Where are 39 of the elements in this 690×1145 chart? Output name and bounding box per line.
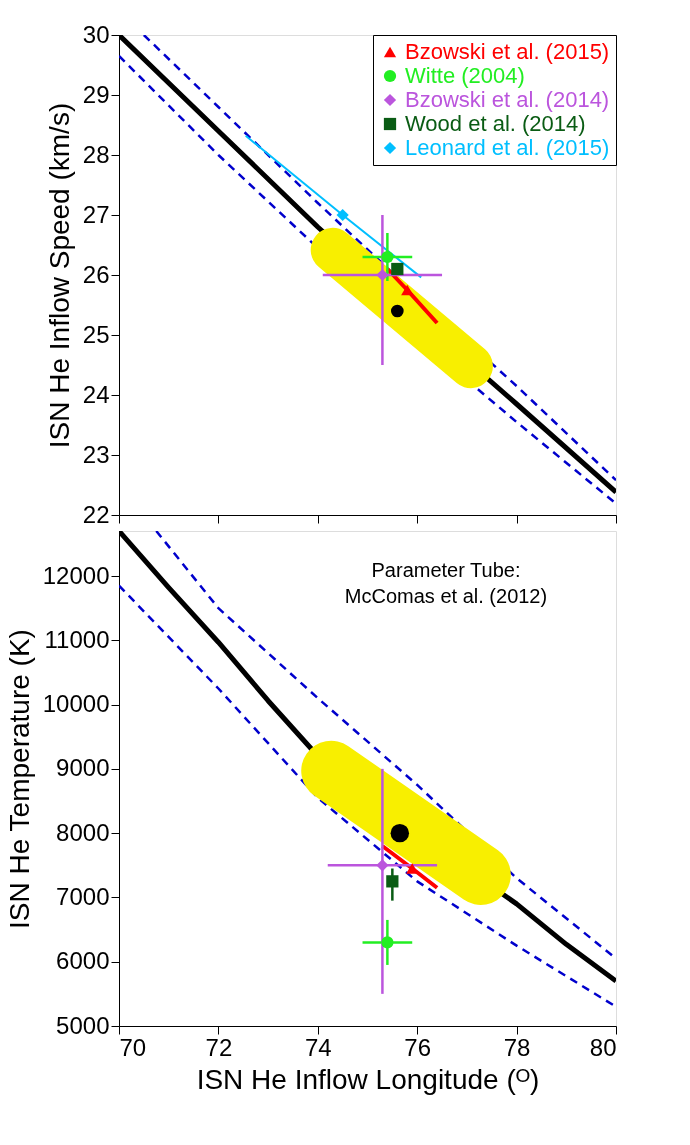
x-tick-label: 78 bbox=[503, 1033, 531, 1061]
point bbox=[391, 304, 404, 318]
y-tick-label: 25 bbox=[82, 320, 110, 348]
x-tick-label: 74 bbox=[304, 1033, 332, 1061]
legend-label: Bzowski et al. (2014) bbox=[405, 87, 610, 112]
point bbox=[376, 268, 389, 282]
legend-label: Bzowski et al. (2015) bbox=[405, 39, 610, 64]
y-axis-title: ISN He Inflow Speed (km/s) bbox=[43, 102, 75, 449]
y-tick-label: 5000 bbox=[56, 1011, 110, 1039]
y-tick-label: 7000 bbox=[56, 882, 110, 910]
y-tick-label: 27 bbox=[82, 200, 110, 228]
y-tick-label: 8000 bbox=[56, 818, 110, 846]
y-axis-title: ISN He Temperature (K) bbox=[3, 629, 35, 929]
point bbox=[401, 284, 414, 296]
x-tick-label: 72 bbox=[205, 1033, 233, 1061]
y-tick-label: 29 bbox=[82, 80, 110, 108]
y-tick-label: 6000 bbox=[56, 947, 110, 975]
x-tick-label: 70 bbox=[119, 1033, 147, 1061]
annotation: Parameter Tube: McComas et al. (2012) bbox=[344, 559, 548, 607]
y-tick-label: 23 bbox=[82, 440, 110, 468]
y-tick-label: 22 bbox=[82, 500, 110, 528]
y-tick-label: 9000 bbox=[56, 754, 110, 782]
legend-label: Witte (2004) bbox=[405, 63, 525, 88]
point bbox=[391, 262, 404, 276]
y-tick-label: 24 bbox=[82, 380, 110, 408]
x-axis-title: ISN He Inflow Longitude (ᴼ) bbox=[196, 1063, 540, 1095]
y-tick-label: 28 bbox=[82, 140, 110, 168]
line-series bbox=[119, 584, 616, 1008]
y-tick-label: 10000 bbox=[42, 690, 110, 718]
point bbox=[336, 208, 349, 222]
legend-label: Leonard et al. (2015) bbox=[405, 135, 610, 160]
legend-label: Wood et al. (2014) bbox=[405, 111, 586, 136]
y-tick-label: 26 bbox=[82, 260, 110, 288]
y-tick-label: 11000 bbox=[44, 625, 110, 653]
y-tick-label: 30 bbox=[82, 20, 110, 48]
x-tick-label: 76 bbox=[404, 1033, 432, 1061]
x-tick-label: 80 bbox=[589, 1033, 617, 1061]
y-tick-label: 12000 bbox=[42, 561, 110, 589]
point bbox=[381, 250, 394, 264]
